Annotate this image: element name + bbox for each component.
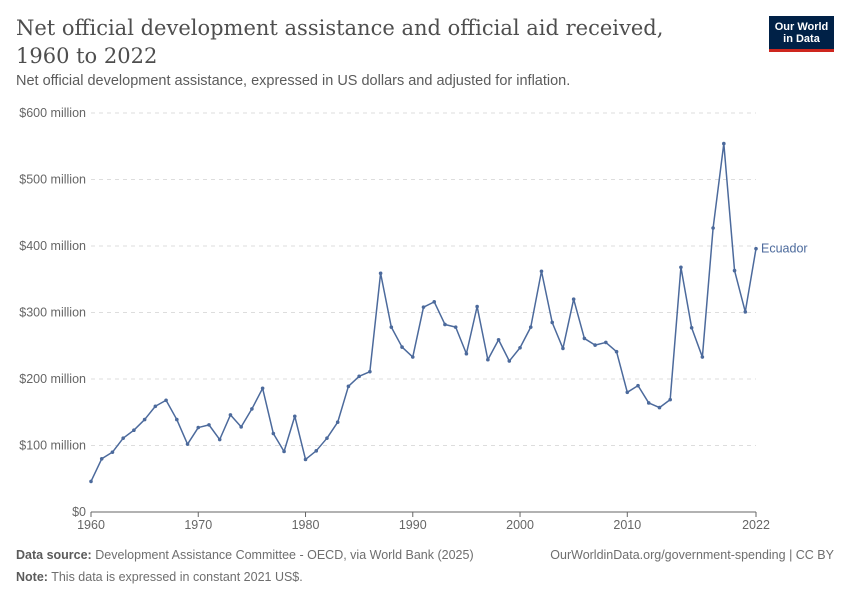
data-point (657, 405, 662, 410)
data-point (303, 457, 308, 462)
data-point (314, 449, 319, 453)
y-tick-label: $400 million (19, 239, 86, 253)
data-point (582, 336, 587, 341)
data-point (604, 340, 608, 345)
y-tick-label: $500 million (19, 173, 86, 187)
data-point (121, 436, 125, 440)
source-url[interactable]: OurWorldinData.org/government-spending |… (550, 548, 834, 562)
data-point (207, 423, 211, 427)
data-point (228, 413, 233, 417)
data-point (486, 357, 490, 362)
data-point (153, 404, 158, 409)
data-point (164, 398, 168, 403)
data-point (89, 479, 93, 484)
data-point (475, 304, 479, 309)
data-point (239, 425, 243, 429)
y-tick-label: $200 million (19, 372, 86, 386)
data-point (593, 343, 597, 347)
data-point (378, 271, 383, 276)
data-point (539, 269, 544, 274)
data-source-label: Data source: (16, 548, 92, 562)
data-point (679, 265, 683, 270)
data-point (561, 346, 565, 351)
data-point (142, 417, 147, 422)
data-point (496, 337, 501, 342)
data-point (196, 425, 201, 430)
data-point (368, 369, 372, 374)
data-point (389, 325, 394, 329)
x-tick-label: 1990 (399, 518, 427, 532)
data-point (346, 384, 351, 389)
data-point (743, 310, 748, 314)
x-tick-label: 1970 (184, 518, 212, 532)
data-point (625, 390, 630, 395)
data-point (325, 436, 329, 440)
data-point (271, 431, 276, 436)
x-tick-label: 2000 (506, 518, 534, 532)
note-label: Note: (16, 570, 48, 584)
data-point (550, 320, 555, 325)
data-point (732, 268, 737, 273)
data-point (518, 345, 522, 350)
data-point (636, 383, 640, 388)
data-point (421, 305, 426, 309)
data-point (175, 417, 179, 422)
logo-line-2: in Data (783, 32, 820, 45)
data-point (528, 325, 533, 329)
data-point (668, 397, 672, 402)
x-tick-label: 1960 (77, 518, 105, 532)
data-point (250, 407, 254, 411)
data-point (722, 141, 726, 146)
data-point (292, 414, 297, 419)
chart-subtitle: Net official development assistance, exp… (16, 73, 571, 89)
x-tick-label: 2022 (742, 518, 770, 532)
data-point (400, 345, 404, 349)
data-source-text[interactable]: Development Assistance Committee - OECD,… (95, 548, 474, 562)
chart-note: Note: This data is expressed in constant… (16, 570, 303, 584)
logo-line-1: Our World (774, 20, 829, 33)
data-point (185, 442, 190, 446)
data-point (432, 300, 437, 304)
data-source: Data source: Development Assistance Comm… (16, 548, 474, 562)
data-point (132, 428, 136, 433)
data-point (282, 449, 286, 454)
y-tick-label: $300 million (19, 306, 86, 320)
y-tick-label: $100 million (19, 439, 86, 453)
x-tick-label: 2010 (613, 518, 641, 532)
data-point (754, 246, 758, 251)
data-point (453, 325, 458, 329)
series-label: Ecuador (761, 242, 808, 256)
data-point (700, 355, 705, 359)
data-point (99, 457, 104, 461)
data-point (464, 351, 469, 356)
data-point (443, 322, 447, 327)
chart-title: Net official development assistance and … (16, 16, 664, 68)
data-point (711, 226, 715, 230)
data-point (217, 437, 222, 442)
data-point (646, 401, 651, 405)
owid-logo[interactable]: Our World in Data (769, 16, 834, 52)
data-point (110, 450, 115, 454)
data-point (571, 297, 576, 302)
y-tick-label: $0 (72, 505, 86, 519)
x-tick-label: 1980 (292, 518, 320, 532)
data-point (335, 420, 340, 425)
y-tick-label: $600 million (19, 106, 86, 120)
data-point (689, 325, 694, 330)
data-point (410, 355, 415, 359)
data-point (614, 349, 619, 354)
data-point (357, 374, 361, 379)
data-point (507, 359, 512, 363)
data-point (260, 386, 265, 391)
note-text: This data is expressed in constant 2021 … (51, 570, 303, 584)
